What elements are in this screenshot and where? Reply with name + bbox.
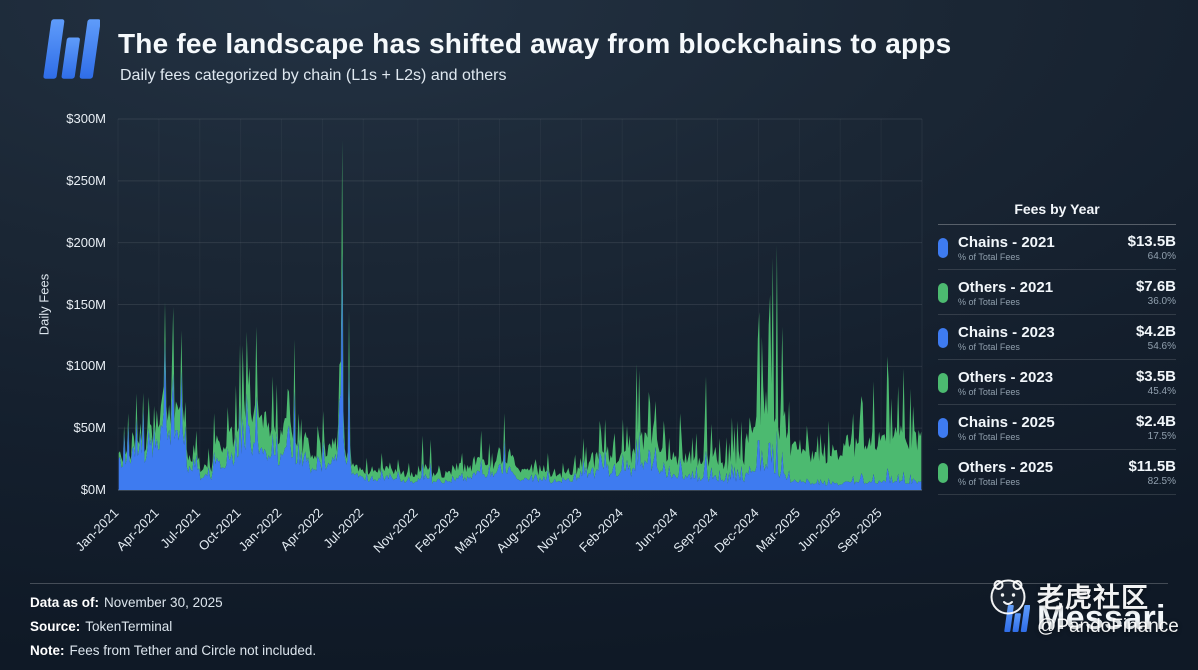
x-tick-label: Feb-2024 [575,505,626,556]
page-subtitle: Daily fees categorized by chain (L1s + L… [120,67,507,84]
fees-by-year-legend: Fees by Year Chains - 2021 % of Total Fe… [938,201,1176,495]
legend-series-label: Chains - 2023 [958,323,1055,341]
watermark-handle: @PandoFinance [1037,616,1179,637]
legend-row: Others - 2025 % of Total Fees $11.5B 82.… [938,450,1176,495]
x-tick-label: Nov-2023 [534,505,585,556]
source-label: Source: [30,619,81,634]
footer-divider [30,583,1168,584]
legend-series-value: $2.4B [1135,413,1176,430]
legend-series-value: $3.5B [1135,368,1176,385]
watermark-name: 老虎社区 [1037,583,1149,613]
legend-series-label: Chains - 2021 [958,233,1055,251]
legend-row: Chains - 2025 % of Total Fees $2.4B 17.5… [938,405,1176,450]
legend-series-value: $13.5B [1127,233,1176,250]
note-label: Note: [30,643,65,658]
legend-series-pct: 17.5% [1147,431,1176,442]
y-tick-label: $300M [66,111,106,126]
x-tick-label: Sep-2025 [833,505,885,556]
x-tick-label: Jan-2022 [235,505,285,555]
data-as-of-value: November 30, 2025 [104,595,223,610]
page-title: The fee landscape has shifted away from … [118,28,952,59]
series-color-swatch-icon [938,462,948,483]
legend-title: Fees by Year [938,201,1176,225]
x-tick-label: Dec-2024 [711,505,762,556]
x-tick-label: Jul-2022 [320,505,367,552]
series-color-swatch-icon [938,237,948,258]
legend-series-sublabel: % of Total Fees [958,341,1020,352]
legend-series-sublabel: % of Total Fees [958,431,1020,442]
legend-row: Others - 2021 % of Total Fees $7.6B 36.0… [938,270,1176,315]
data-as-of-label: Data as of: [30,595,100,610]
series-color-swatch-icon [938,327,948,348]
series-color-swatch-icon [938,417,948,438]
y-tick-label: $50M [73,420,106,436]
y-tick-label: $100M [66,358,106,374]
legend-row: Others - 2023 % of Total Fees $3.5B 45.4… [938,360,1176,405]
note-value: Fees from Tether and Circle not included… [69,643,317,658]
legend-series-pct: 64.0% [1147,251,1176,262]
x-tick-label: Mar-2025 [752,505,803,556]
series-color-swatch-icon [938,282,948,303]
x-tick-label: Apr-2022 [277,505,326,554]
source-line: Source: TokenTerminal [30,619,172,634]
legend-series-pct: 82.5% [1147,476,1176,487]
x-tick-label: Oct-2021 [195,505,244,554]
series-color-swatch-icon [938,372,948,393]
legend-series-sublabel: % of Total Fees [958,251,1020,262]
note-line: Note: Fees from Tether and Circle not inc… [30,643,316,658]
legend-series-pct: 36.0% [1147,296,1176,307]
legend-series-value: $7.6B [1135,278,1176,295]
legend-series-value: $11.5B [1128,458,1176,475]
x-tick-label: Jan-2021 [72,505,122,555]
y-tick-label: $0M [80,482,106,497]
y-tick-label: $150M [66,296,106,312]
legend-series-pct: 45.4% [1147,386,1176,397]
tiger-logo-icon [990,579,1026,615]
data-as-of-line: Data as of: November 30, 2025 [30,595,223,610]
legend-series-label: Others - 2021 [958,278,1054,296]
legend-series-pct: 54.6% [1147,341,1176,352]
stacked-area-plot [117,118,923,491]
legend-series-value: $4.2B [1135,323,1176,340]
legend-series-label: Others - 2023 [958,368,1054,386]
legend-series-sublabel: % of Total Fees [958,476,1020,487]
legend-series-label: Chains - 2025 [958,413,1055,431]
watermark: 老虎社区 @PandoFinance [988,576,1179,638]
legend-series-sublabel: % of Total Fees [958,296,1020,307]
source-value: TokenTerminal [85,619,173,634]
x-tick-label: Nov-2022 [370,505,422,556]
legend-row: Chains - 2023 % of Total Fees $4.2B 54.6… [938,315,1176,360]
legend-series-sublabel: % of Total Fees [958,386,1020,397]
messari-brand: Messari [1000,599,1166,638]
legend-rows: Chains - 2021 % of Total Fees $13.5B 64.… [938,225,1176,495]
legend-row: Chains - 2021 % of Total Fees $13.5B 64.… [938,225,1176,270]
messari-wordmark: Messari [1037,599,1166,637]
legend-series-label: Others - 2025 [958,458,1054,476]
y-tick-label: $250M [66,172,106,188]
x-tick-label: Apr-2021 [113,505,163,554]
y-tick-label: $200M [66,234,106,250]
